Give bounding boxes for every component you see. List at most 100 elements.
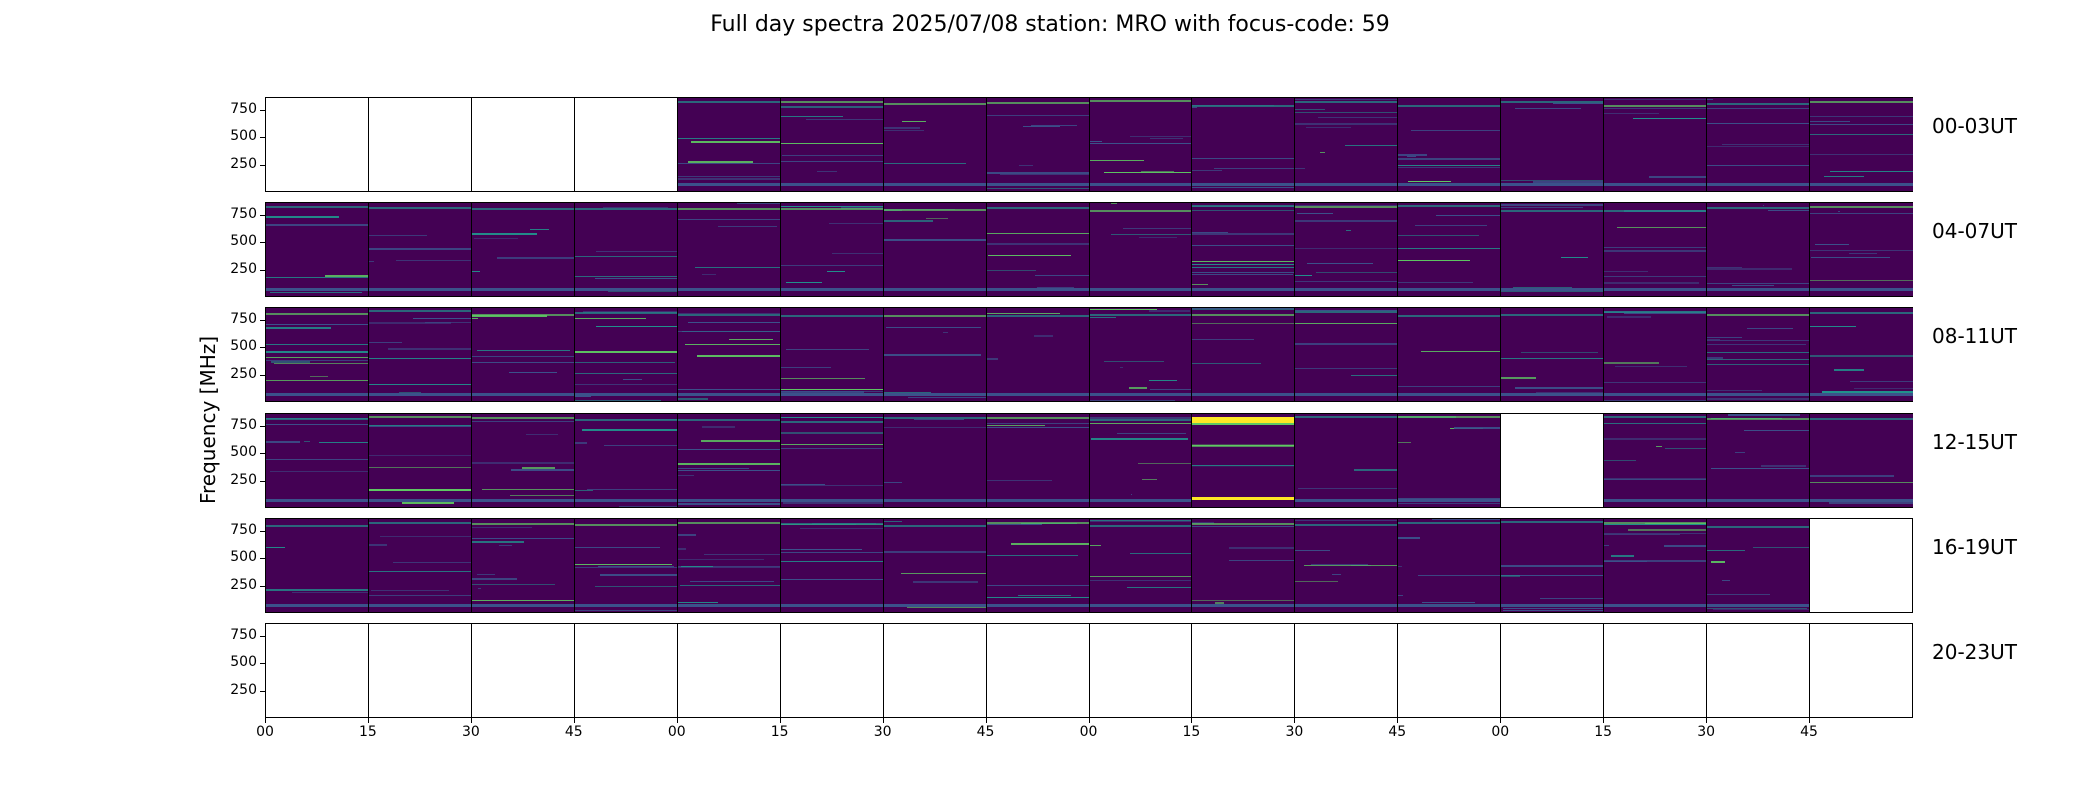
spectrum-panel [1500,307,1605,402]
spectral-line [574,547,660,548]
spectral-line [392,562,472,563]
spectral-line [883,220,933,222]
spectral-line [677,314,781,316]
spectral-line [1214,168,1296,169]
spectral-line [525,434,558,435]
spectral-line [1192,267,1296,268]
y-tick [260,480,265,482]
spectral-line [1615,366,1688,367]
spectral-line [1810,482,1914,483]
spectral-line [1192,170,1223,171]
spectrum-panel [1088,307,1193,402]
spectral-line [574,499,678,502]
spectral-line [1311,564,1369,565]
spectral-line [883,521,902,522]
spectral-line [477,588,481,589]
spectral-line [1501,288,1605,291]
spectrum-panel [1706,97,1811,192]
spectral-line [780,106,884,108]
spectrogram [472,98,575,191]
spectral-line [471,288,575,291]
spectrum-panel [1397,518,1502,613]
spectral-line [1089,423,1193,424]
spectral-line [574,312,678,314]
spectrogram-background [1398,203,1502,296]
spectrogram [1090,624,1193,717]
spectral-line [471,604,575,607]
spectrum-panel [1397,97,1502,192]
spectral-line [1604,604,1708,607]
spectrum-panel [779,307,884,402]
spectral-line [1422,602,1476,603]
spectral-line [602,207,668,208]
row-label: 12-15UT [1932,430,2017,454]
spectrogram [368,519,472,612]
spectral-line [1192,523,1296,525]
spectrogram [986,98,1090,191]
spectral-line [1089,309,1157,310]
spectrogram [266,624,369,717]
spectral-line [473,238,518,239]
spectral-line [370,590,449,591]
spectral-line [471,523,575,525]
spectral-line [1810,280,1914,281]
spectrogram-background [986,414,1090,507]
spectral-line [1089,143,1193,144]
spectral-line [368,425,472,426]
spectrum-panel [676,518,781,613]
spectrum-panel [882,307,987,402]
spectrogram [1089,519,1193,612]
spectrum-panel [1191,623,1296,718]
spectral-line [986,480,1052,481]
spectral-line [684,344,781,345]
spectral-line [1295,581,1339,582]
spectral-line [471,362,575,363]
spectral-line [471,393,575,396]
spectrogram-background [1604,519,1708,612]
spectrum-panel [676,307,781,402]
y-tick-label: 500 [230,338,257,355]
spectral-line [1192,274,1294,275]
spectrum-panel [1191,202,1296,297]
spectral-line [1398,260,1471,261]
spectrum-panel [1500,413,1605,508]
spectral-line [785,349,869,350]
spectral-line [1398,442,1412,443]
spectral-line [1849,253,1878,254]
spectral-line [1810,418,1914,420]
spectral-line [1229,560,1296,561]
spectral-line [1707,352,1811,353]
spectral-line [1415,225,1488,226]
spectral-line [780,265,884,266]
spectrogram-background [677,308,781,401]
spectral-line [816,171,837,172]
spectral-line [1604,460,1637,461]
spectral-line [1707,99,1714,100]
spectrum-panel [1809,97,1914,192]
spectral-line [1707,337,1743,338]
spectral-line [780,288,884,291]
y-tick-label: 750 [230,311,257,328]
spectral-line [883,183,987,186]
spectrogram [266,519,369,612]
spectral-line [1398,288,1502,291]
spectral-line [1295,99,1399,100]
spectral-line [1665,448,1708,449]
spectrogram [883,519,987,612]
x-tick-label: 15 [770,724,789,740]
spectrum-panel [1294,202,1399,297]
spectral-line [1295,101,1399,103]
spectrogram [1398,308,1502,401]
spectral-line [368,393,472,396]
spectrum-panel [1191,518,1296,613]
spectral-line [274,363,369,364]
spectrogram [574,519,678,612]
spectral-line [1192,423,1296,425]
spectrum-panel [470,97,575,192]
y-tick [260,269,265,271]
spectral-line [1436,215,1502,216]
spectral-line [1707,288,1811,291]
spectral-line [986,315,1090,317]
spectral-line [780,389,884,390]
spectrogram [986,308,1090,401]
